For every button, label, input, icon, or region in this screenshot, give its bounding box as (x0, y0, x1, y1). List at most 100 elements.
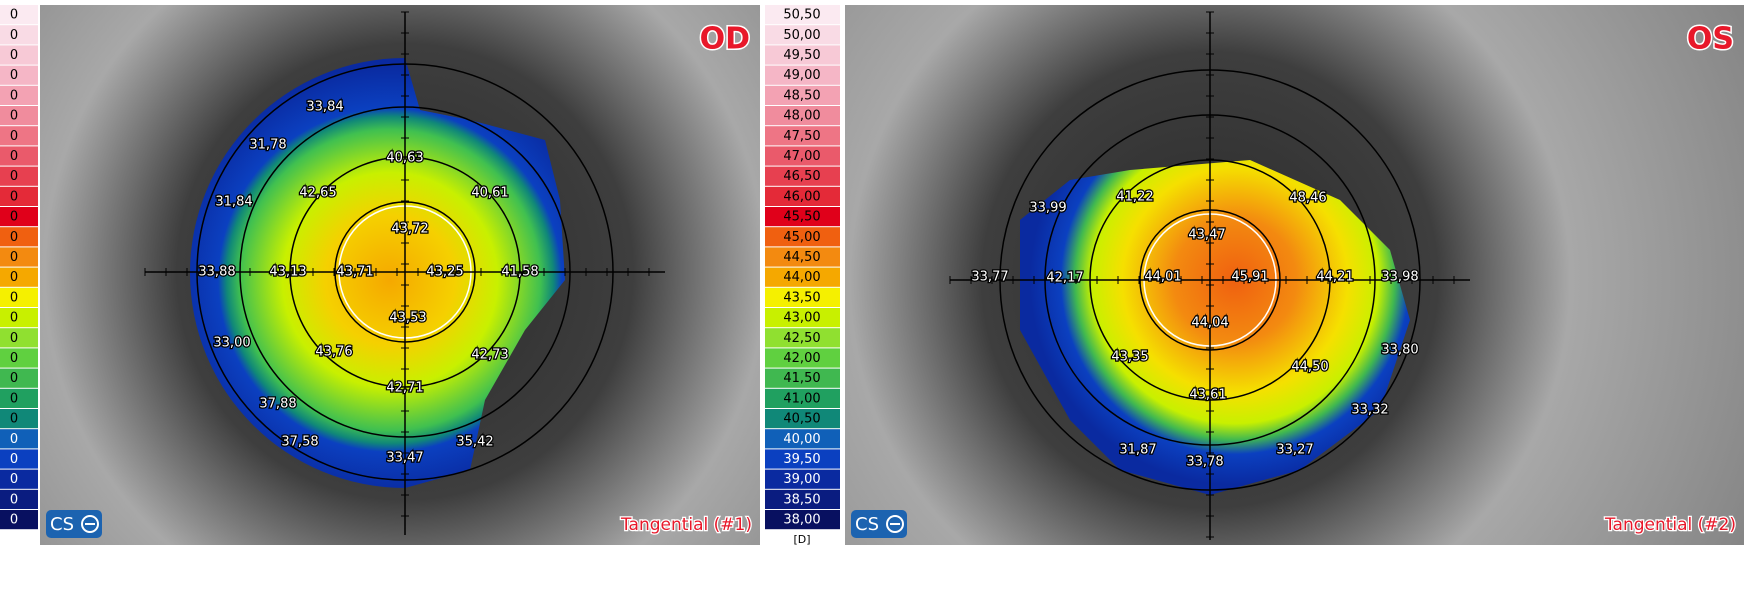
scale-label: 43,00 (783, 311, 820, 326)
scale-label: 46,50 (783, 169, 820, 184)
map-value: 33,78 (1186, 455, 1223, 470)
scale-swatch (0, 470, 38, 489)
scale-label: 42,00 (783, 351, 820, 366)
map-value: 42,73 (471, 348, 508, 363)
map-value: 41,58 (501, 265, 538, 280)
topography-screen: 33,8431,7840,6342,6540,6131,8443,7233,88… (0, 0, 1744, 608)
map-value: 33,77 (971, 270, 1008, 285)
scale-label: 49,00 (783, 68, 820, 83)
scale-label: 39,50 (783, 452, 820, 467)
scale-swatch (0, 126, 38, 145)
map-value: 33,32 (1351, 403, 1388, 418)
scale-swatch (0, 45, 38, 64)
map-value: 44,01 (1144, 270, 1181, 285)
scale-swatch (0, 328, 38, 347)
scale-label: 0 (10, 311, 18, 326)
scale-label: 39,00 (783, 472, 820, 487)
scale-label: 0 (10, 129, 18, 144)
scale-label: 40,50 (783, 412, 820, 427)
map-value: 33,98 (1381, 270, 1418, 285)
map-value: 44,50 (1291, 360, 1328, 375)
scale-label: 50,00 (783, 28, 820, 43)
scale-label: 0 (10, 331, 18, 346)
scale-swatch (0, 369, 38, 388)
scale-swatch (0, 510, 38, 529)
map-mode: Tangential (#1) (620, 515, 752, 535)
scale-label: 44,00 (783, 270, 820, 285)
scale-label: 48,00 (783, 109, 820, 124)
scale-label: 49,50 (783, 48, 820, 63)
scale-label: 41,00 (783, 391, 820, 406)
map-value: 43,25 (426, 265, 463, 280)
scale-swatch (0, 86, 38, 105)
map-value: 33,00 (213, 336, 250, 351)
map-value: 42,71 (386, 381, 423, 396)
map-value: 41,22 (1116, 190, 1153, 205)
map-value: 37,88 (259, 397, 296, 412)
scale-label: 0 (10, 230, 18, 245)
map-value: 31,78 (249, 138, 286, 153)
scale-swatch (0, 207, 38, 226)
scale-label: 0 (10, 68, 18, 83)
scale-label: 0 (10, 48, 18, 63)
scale-swatch (0, 490, 38, 509)
eye-label: OD (700, 22, 750, 57)
map-value: 45,91 (1231, 270, 1268, 285)
map-value: 33,80 (1381, 343, 1418, 358)
scale-label: 0 (10, 351, 18, 366)
map-value: 43,72 (391, 222, 428, 237)
scale-swatch (0, 247, 38, 266)
scale-swatch (0, 449, 38, 468)
map-value: 33,84 (306, 100, 343, 115)
scale-swatch (0, 288, 38, 307)
scale-label: 43,50 (783, 290, 820, 305)
scale-label: 0 (10, 432, 18, 447)
scale-label: 38,50 (783, 492, 820, 507)
scale-label: 0 (10, 210, 18, 225)
map-value: 43,13 (269, 265, 306, 280)
scale-swatch (0, 25, 38, 44)
scale-swatch (0, 429, 38, 448)
scale-swatch (0, 409, 38, 428)
map-value: 43,53 (389, 311, 426, 326)
map-value: 48,46 (1289, 191, 1326, 206)
map-value: 31,84 (215, 195, 252, 210)
map-value: 43,35 (1111, 350, 1148, 365)
scale-label: 0 (10, 391, 18, 406)
scale-label: 0 (10, 290, 18, 305)
scale-swatch (0, 5, 38, 24)
scale-label: 50,50 (783, 8, 820, 23)
map-value: 43,61 (1189, 388, 1226, 403)
scale-label: 0 (10, 169, 18, 184)
scale-label: 48,50 (783, 88, 820, 103)
logo-text: CS (855, 514, 879, 535)
scale-swatch (0, 227, 38, 246)
map-value: 33,99 (1029, 201, 1066, 216)
scale-swatch (0, 389, 38, 408)
map-value: 33,88 (198, 265, 235, 280)
scale-label: 0 (10, 472, 18, 487)
map-value: 43,76 (315, 345, 352, 360)
map-value: 42,17 (1046, 271, 1083, 286)
map-value: 44,21 (1316, 270, 1353, 285)
scale-label: 47,00 (783, 149, 820, 164)
scale-swatch (0, 187, 38, 206)
map-value: 44,04 (1191, 316, 1228, 331)
map-value: 33,27 (1276, 443, 1313, 458)
map-value: 37,58 (281, 435, 318, 450)
map-value: 35,42 (456, 435, 493, 450)
scale-swatch (0, 308, 38, 327)
scale-label: 0 (10, 270, 18, 285)
scale-label: 0 (10, 371, 18, 386)
scale-label: 0 (10, 109, 18, 124)
scale-label: 45,00 (783, 230, 820, 245)
scale-label: 0 (10, 513, 18, 528)
scale-label: 41,50 (783, 371, 820, 386)
map-value: 40,63 (386, 151, 423, 166)
logo-text: CS (50, 514, 74, 535)
scale-swatch (0, 348, 38, 367)
scale-label: 0 (10, 412, 18, 427)
scale-swatch (0, 167, 38, 186)
scale-label: 47,50 (783, 129, 820, 144)
scale-label: 0 (10, 250, 18, 265)
